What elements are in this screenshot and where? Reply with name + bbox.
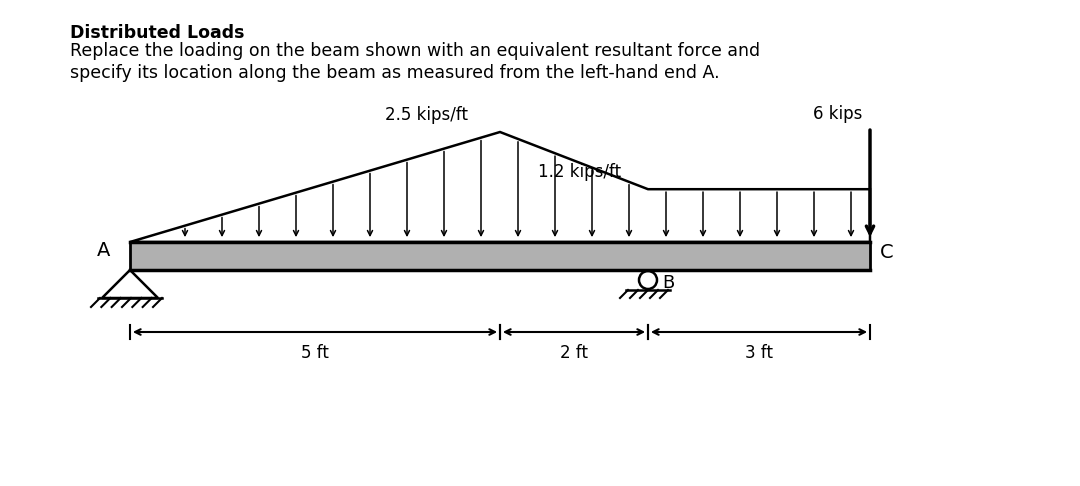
Text: 6 kips: 6 kips bbox=[812, 105, 862, 123]
Text: 5 ft: 5 ft bbox=[301, 344, 329, 362]
Text: Replace the loading on the beam shown with an equivalent resultant force and: Replace the loading on the beam shown wi… bbox=[70, 42, 760, 60]
Bar bbox=[130, 242, 870, 270]
Text: C: C bbox=[880, 243, 893, 261]
Text: A: A bbox=[96, 241, 110, 260]
Text: B: B bbox=[662, 274, 674, 292]
Text: 1.2 kips/ft: 1.2 kips/ft bbox=[538, 163, 621, 181]
Text: 3 ft: 3 ft bbox=[745, 344, 773, 362]
Text: 2.5 kips/ft: 2.5 kips/ft bbox=[384, 106, 468, 124]
Text: 2 ft: 2 ft bbox=[561, 344, 588, 362]
Text: specify its location along the beam as measured from the left-hand end A.: specify its location along the beam as m… bbox=[70, 64, 719, 82]
Text: Distributed Loads: Distributed Loads bbox=[70, 24, 244, 42]
